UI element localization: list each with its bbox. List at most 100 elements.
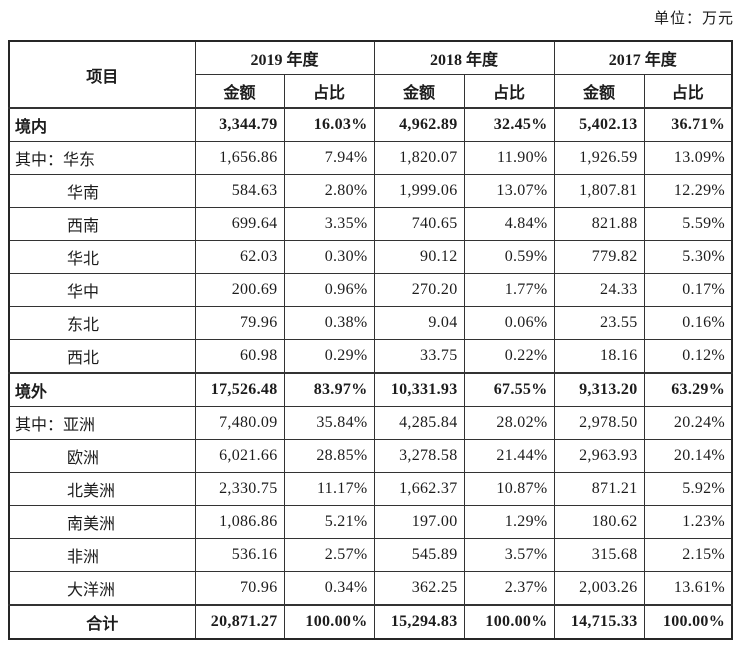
ratio-cell: 0.22%	[463, 339, 555, 374]
amount-cell: 2,963.93	[553, 439, 645, 473]
amount-cell: 15,294.83	[373, 604, 465, 640]
amount-cell: 5,402.13	[553, 107, 645, 142]
ratio-cell: 0.12%	[643, 339, 733, 374]
amount-cell: 20,871.27	[194, 604, 285, 640]
column-header-amount: 金额	[553, 74, 645, 109]
row-label: 华中	[8, 273, 196, 307]
ratio-cell: 1.29%	[463, 505, 555, 539]
unit-label: 单位：万元	[653, 11, 734, 27]
ratio-cell: 100.00%	[283, 604, 375, 640]
amount-cell: 2,330.75	[194, 472, 285, 506]
row-label: 境内	[8, 107, 196, 142]
amount-cell: 180.62	[553, 505, 645, 539]
ratio-cell: 83.97%	[283, 372, 375, 407]
ratio-cell: 5.30%	[643, 240, 733, 274]
amount-cell: 9,313.20	[553, 372, 645, 407]
amount-cell: 70.96	[194, 571, 285, 606]
ratio-cell: 21.44%	[463, 439, 555, 473]
column-header-ratio: 占比	[463, 74, 555, 109]
amount-cell: 33.75	[373, 339, 465, 374]
ratio-cell: 0.29%	[283, 339, 375, 374]
column-header-amount: 金额	[194, 74, 285, 109]
amount-cell: 4,962.89	[373, 107, 465, 142]
ratio-cell: 0.17%	[643, 273, 733, 307]
ratio-cell: 28.02%	[463, 406, 555, 440]
table-row: 境内 3,344.79 16.03% 4,962.89 32.45% 5,402.13 36…	[8, 107, 733, 142]
amount-cell: 6,021.66	[194, 439, 285, 473]
ratio-cell: 2.57%	[283, 538, 375, 572]
ratio-cell: 11.90%	[463, 141, 555, 175]
ratio-cell: 5.92%	[643, 472, 733, 506]
amount-cell: 10,331.93	[373, 372, 465, 407]
ratio-cell: 7.94%	[283, 141, 375, 175]
column-header-amount: 金额	[373, 74, 465, 109]
table-row: 华中 200.69 0.96% 270.20 1.77% 24.33 0.17%	[8, 273, 733, 307]
ratio-cell: 20.24%	[643, 406, 733, 440]
ratio-cell: 13.09%	[643, 141, 733, 175]
amount-cell: 2,003.26	[553, 571, 645, 606]
amount-cell: 1,999.06	[373, 174, 465, 208]
ratio-cell: 4.84%	[463, 207, 555, 241]
amount-cell: 1,807.81	[553, 174, 645, 208]
amount-cell: 699.64	[194, 207, 285, 241]
row-label: 西北	[8, 339, 196, 374]
amount-cell: 3,344.79	[194, 107, 285, 142]
column-header-year-2018: 2018 年度	[373, 40, 555, 75]
column-header-item: 项目	[8, 40, 196, 109]
column-header-year-2019: 2019 年度	[194, 40, 375, 75]
amount-cell: 60.98	[194, 339, 285, 374]
table-row: 其中：亚洲 7,480.09 35.84% 4,285.84 28.02% 2,978.5…	[8, 406, 733, 440]
ratio-cell: 0.16%	[643, 306, 733, 340]
amount-cell: 200.69	[194, 273, 285, 307]
table-row: 境外 17,526.48 83.97% 10,331.93 67.55% 9,313.20…	[8, 372, 733, 407]
table-header: 项目 2019 年度 2018 年度 2017 年度 金额 占比 金额 占比 金…	[8, 40, 733, 109]
row-label: 北美洲	[8, 472, 196, 506]
ratio-cell: 13.61%	[643, 571, 733, 606]
row-label: 东北	[8, 306, 196, 340]
ratio-cell: 2.15%	[643, 538, 733, 572]
ratio-cell: 3.35%	[283, 207, 375, 241]
amount-cell: 779.82	[553, 240, 645, 274]
amount-cell: 9.04	[373, 306, 465, 340]
amount-cell: 584.63	[194, 174, 285, 208]
table-row: 合计 20,871.27 100.00% 15,294.83 100.00% 14,715…	[8, 604, 733, 640]
amount-cell: 821.88	[553, 207, 645, 241]
ratio-cell: 12.29%	[643, 174, 733, 208]
ratio-cell: 0.96%	[283, 273, 375, 307]
table-row: 华北 62.03 0.30% 90.12 0.59% 779.82 5.30%	[8, 240, 733, 274]
row-label: 华南	[8, 174, 196, 208]
amount-cell: 90.12	[373, 240, 465, 274]
amount-cell: 2,978.50	[553, 406, 645, 440]
row-label: 西南	[8, 207, 196, 241]
table-row: 西北 60.98 0.29% 33.75 0.22% 18.16 0.12%	[8, 339, 733, 374]
column-header-ratio: 占比	[643, 74, 733, 109]
table-row: 西南 699.64 3.35% 740.65 4.84% 821.88 5.59%	[8, 207, 733, 241]
column-header-year-2017: 2017 年度	[553, 40, 733, 75]
table-body: 境内 3,344.79 16.03% 4,962.89 32.45% 5,402.13 36…	[8, 107, 733, 640]
amount-cell: 1,926.59	[553, 141, 645, 175]
table-row: 其中：华东 1,656.86 7.94% 1,820.07 11.90% 1,926.59…	[8, 141, 733, 175]
amount-cell: 62.03	[194, 240, 285, 274]
amount-cell: 270.20	[373, 273, 465, 307]
ratio-cell: 1.23%	[643, 505, 733, 539]
ratio-cell: 63.29%	[643, 372, 733, 407]
ratio-cell: 0.59%	[463, 240, 555, 274]
row-label: 境外	[8, 372, 196, 407]
amount-cell: 545.89	[373, 538, 465, 572]
amount-cell: 1,662.37	[373, 472, 465, 506]
amount-cell: 79.96	[194, 306, 285, 340]
ratio-cell: 11.17%	[283, 472, 375, 506]
amount-cell: 362.25	[373, 571, 465, 606]
row-label: 其中：亚洲	[8, 406, 196, 440]
header-row-metrics: 金额 占比 金额 占比 金额 占比	[9, 74, 733, 109]
table-row: 北美洲 2,330.75 11.17% 1,662.37 10.87% 871.21 5.9…	[8, 472, 733, 506]
amount-cell: 315.68	[553, 538, 645, 572]
ratio-cell: 16.03%	[283, 107, 375, 142]
amount-cell: 536.16	[194, 538, 285, 572]
row-label: 合计	[8, 604, 196, 640]
amount-cell: 23.55	[553, 306, 645, 340]
row-label: 欧洲	[8, 439, 196, 473]
ratio-cell: 5.59%	[643, 207, 733, 241]
table-row: 非洲 536.16 2.57% 545.89 3.57% 315.68 2.15%	[8, 538, 733, 572]
ratio-cell: 100.00%	[463, 604, 555, 640]
